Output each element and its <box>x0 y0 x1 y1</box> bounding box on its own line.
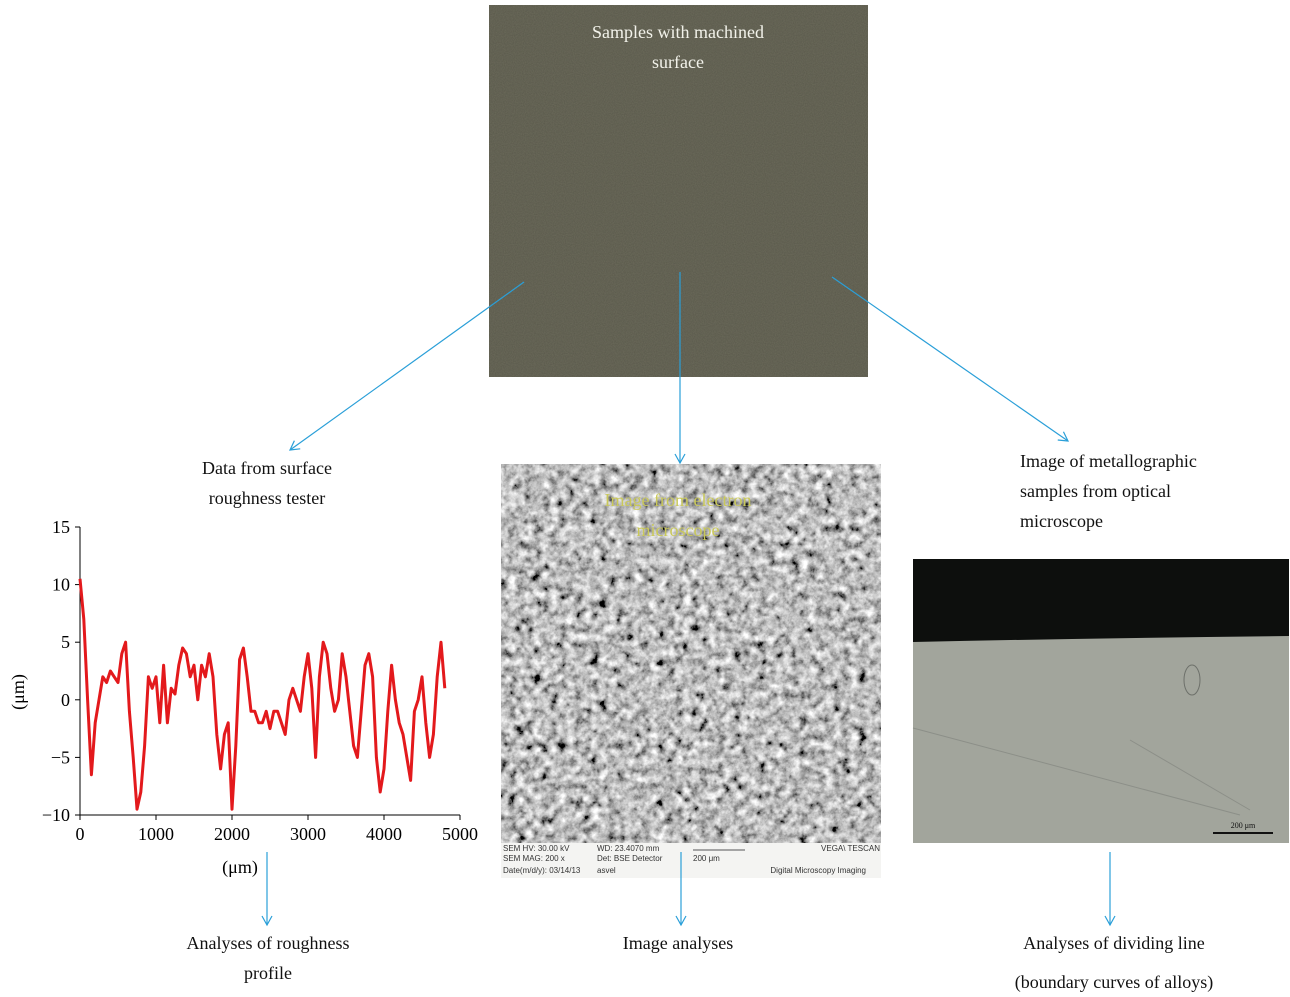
y-tick-label: 10 <box>52 575 70 595</box>
roughness-result: Analyses of roughness profile <box>168 928 368 988</box>
sem-info-text: 200 μm <box>693 854 720 863</box>
sample-caption: Samples with machined surface <box>578 17 778 77</box>
x-axis-label: (μm) <box>222 857 258 878</box>
y-tick-label: 0 <box>61 690 70 710</box>
y-tick-label: −5 <box>51 747 70 767</box>
y-tick-label: −10 <box>42 805 70 825</box>
roughness-label: Data from surface roughness tester <box>167 453 367 513</box>
x-tick-label: 5000 <box>442 824 478 844</box>
sem-info-text: Digital Microscopy Imaging <box>770 866 866 875</box>
sem-info-text: VEGA\ TESCAN <box>821 844 880 853</box>
optical-dark-phase <box>913 559 1289 642</box>
x-tick-label: 4000 <box>366 824 402 844</box>
roughness-chart: −10 −5 0 5 10 15 0 1000 2000 3000 4000 5000 (μm) (μm) <box>8 517 478 878</box>
x-tick-label: 2000 <box>214 824 250 844</box>
sem-info-text: WD: 23.4070 mm <box>597 844 660 853</box>
boundary-result: Analyses of dividing line <box>964 928 1264 958</box>
x-tick-label: 3000 <box>290 824 326 844</box>
y-tick-label: 5 <box>61 632 70 652</box>
sem-info-text: asvel <box>597 866 616 875</box>
roughness-line <box>80 579 445 809</box>
x-tick-label: 1000 <box>138 824 174 844</box>
y-tick-label: 15 <box>52 517 70 537</box>
sem-info-text: SEM HV: 30.00 kV <box>503 844 570 853</box>
sem-caption: Image from electron microscope <box>587 485 769 545</box>
arrow <box>290 282 524 450</box>
sem-info-text: Date(m/d/y): 03/14/13 <box>503 866 581 875</box>
sem-info-text: Det: BSE Detector <box>597 854 663 863</box>
sem-info-text: SEM MAG: 200 x <box>503 854 565 863</box>
x-tick-label: 0 <box>76 824 85 844</box>
optical-scale-label: 200 μm <box>1231 821 1256 830</box>
image-result: Image analyses <box>578 928 778 958</box>
page: { "top_image": {"caption": "Samples with… <box>0 0 1290 994</box>
y-axis-label: (μm) <box>8 674 29 710</box>
boundary-note: (boundary curves of alloys) <box>964 967 1264 997</box>
optical-label: Image of metallographic samples from opt… <box>1020 446 1240 536</box>
